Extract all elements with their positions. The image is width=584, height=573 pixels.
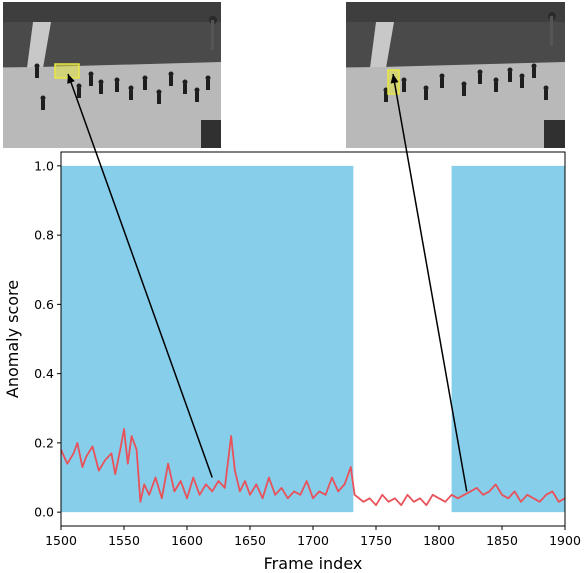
x-tick-label-3: 1650 — [234, 533, 266, 548]
x-tick-label-1: 1550 — [108, 533, 140, 548]
annotation-arrow-line-0 — [67, 73, 213, 478]
anomaly-highlight-left — [54, 63, 80, 79]
video-frame-left — [3, 2, 221, 148]
y-tick-label-3: 0.6 — [34, 297, 54, 312]
x-tick-label-5: 1750 — [360, 533, 392, 548]
x-tick-label-6: 1800 — [423, 533, 455, 548]
y-tick-label-4: 0.8 — [34, 228, 54, 243]
y-tick-label-0: 0.0 — [34, 505, 54, 520]
video-frame-left-scene — [3, 2, 221, 148]
annotation-arrow-head-0 — [67, 74, 75, 84]
x-tick-label-7: 1850 — [486, 533, 518, 548]
y-tick-label-2: 0.4 — [34, 366, 54, 381]
y-tick-label-1: 0.2 — [34, 435, 54, 450]
annotation-arrow-line-1 — [392, 73, 468, 492]
ground-truth-region-1 — [451, 165, 565, 513]
anomaly-score-line-0 — [60, 428, 566, 507]
x-tick-label-2: 1600 — [171, 533, 203, 548]
x-tick-label-4: 1700 — [297, 533, 329, 548]
annotation-arrow-head-1 — [390, 74, 399, 84]
x-axis-title: Frame index — [264, 554, 363, 573]
video-frame-right — [346, 2, 565, 148]
x-tick-label-8: 1900 — [549, 533, 581, 548]
y-tick-label-5: 1.0 — [34, 158, 54, 173]
x-tick-label-0: 1500 — [45, 533, 77, 548]
video-frame-right-scene — [346, 2, 565, 148]
y-axis-title: Anomaly score — [3, 280, 22, 398]
